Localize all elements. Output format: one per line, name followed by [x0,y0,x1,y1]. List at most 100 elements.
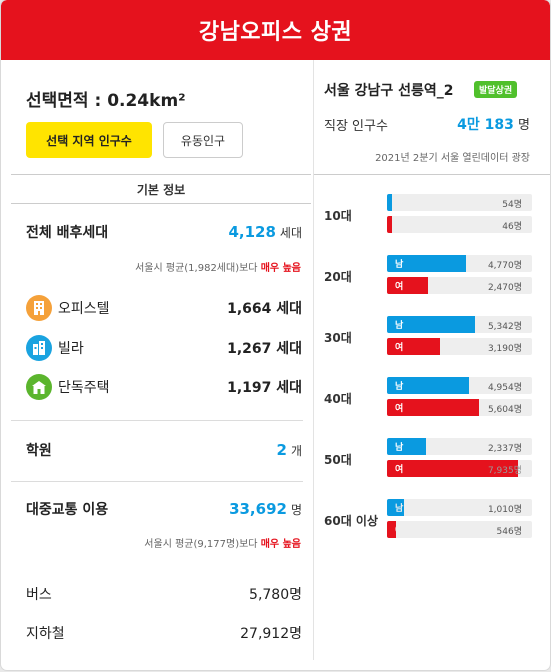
divider [314,174,550,175]
age-label: 10대 [324,209,352,223]
male-bar [387,499,404,516]
left-panel: 선택면적 : 0.24km² 선택 지역 인구수 유동인구 기본 정보 전체 배… [11,60,311,660]
type-value: 1,197 세대 [227,380,302,396]
households-value: 4,128 [228,223,276,241]
apartment-icon [26,335,52,361]
male-bar-track: 남 2,337명 [387,438,532,455]
header: 강남오피스 상권 [1,0,550,60]
type-row-officetel: 오피스텔 1,664 세대 [26,294,302,322]
age-label: 20대 [324,270,352,284]
transit-row: 대중교통 이용 33,692 명 [26,499,302,519]
bar-value-label: 46명 [502,222,522,232]
bar-value-label: 4,954명 [487,383,522,393]
gender-tag: 여 [395,404,404,414]
academy-label: 학원 [26,443,52,459]
gender-tag: 남 [395,199,404,209]
region-name: 서울 강남구 선릉역_2 [324,83,454,99]
academy-value: 2 [276,441,287,459]
households-unit: 세대 [279,226,302,240]
gender-tag: 남 [395,504,404,514]
bar-value-label: 5,342명 [487,322,522,332]
gender-tag: 여 [395,282,404,292]
header-title: 강남오피스 상권 [198,20,353,45]
work-population-number: 4만 183 [457,117,514,133]
resident-population-button[interactable]: 선택 지역 인구수 [26,122,152,158]
female-bar [387,399,480,416]
female-bar-track: 여 7,935명 [387,460,532,477]
households-row: 전체 배후세대 4,128 세대 [26,222,302,242]
district-badge: 발달상권 [474,81,518,98]
type-row-villa: 빌라 1,267 세대 [26,334,302,362]
type-value: 1,664 세대 [227,301,302,317]
male-bar-track: 남 5,342명 [387,316,532,333]
female-bar [387,216,392,233]
male-bar [387,377,469,394]
female-bar [387,277,428,294]
work-population-unit: 명 [518,118,530,133]
female-bar [387,521,396,538]
age-label: 40대 [324,392,352,406]
type-value: 1,267 세대 [227,341,302,357]
gender-tag: 여 [395,221,404,231]
data-source: 2021년 2분기 서울 열린데이터 광장 [375,153,530,164]
bus-value: 5,780명 [249,587,302,603]
building-icon [26,295,52,321]
transit-note-highlight: 매우 높음 [260,539,301,550]
type-row-house: 단독주택 1,197 세대 [26,373,302,401]
bar-value-label: 2,337명 [487,444,522,454]
gender-tag: 여 [395,343,404,353]
households-note: 서울시 평균(1,982세대)보다 매우 높음 [135,259,301,274]
area-title: 선택면적 : 0.24km² [26,91,186,111]
female-bar-track: 여 46명 [387,216,532,233]
transit-unit: 명 [290,503,302,517]
households-note-highlight: 매우 높음 [260,263,301,274]
type-label: 오피스텔 [58,301,110,317]
divider [11,420,303,421]
gender-tag: 여 [395,465,404,475]
male-bar-track: 남 1,010명 [387,499,532,516]
female-bar-track: 여 5,604명 [387,399,532,416]
female-bar-track: 여 2,470명 [387,277,532,294]
male-bar [387,316,476,333]
transit-label: 대중교통 이용 [26,502,109,518]
female-bar-track: 여 3,190명 [387,338,532,355]
female-bar-track: 여 546명 [387,521,532,538]
gender-tag: 남 [395,443,404,453]
column-divider [313,60,314,660]
basic-info-header: 기본 정보 [11,174,311,204]
bar-value-label: 1,010명 [487,505,522,515]
age-label: 60대 이상 [324,514,378,528]
households-note-text: 서울시 평균(1,982세대)보다 [135,263,258,274]
work-population-label: 직장 인구수 [324,119,388,134]
right-panel: 서울 강남구 선릉역_2 발달상권 직장 인구수 4만 183 명 2021년 … [314,60,550,660]
gender-tag: 남 [395,260,404,270]
households-label: 전체 배후세대 [26,225,109,241]
divider [11,481,303,482]
transit-note-text: 서울시 평균(9,177명)보다 [144,539,258,550]
male-bar [387,255,466,272]
transit-value: 33,692 [229,500,287,518]
transit-note: 서울시 평균(9,177명)보다 매우 높음 [144,535,301,550]
age-label: 30대 [324,331,352,345]
work-population-value: 4만 183 명 [457,114,530,134]
age-label: 50대 [324,453,352,467]
type-label: 빌라 [58,341,84,357]
male-bar-track: 남 4,954명 [387,377,532,394]
female-bar [387,460,518,477]
bar-value-label: 3,190명 [487,344,522,354]
male-bar [387,438,426,455]
subway-row: 지하철 27,912명 [26,623,302,643]
bar-value-label: 54명 [502,200,522,210]
type-label: 단독주택 [58,380,110,396]
bar-value-label: 5,604명 [487,405,522,415]
floating-population-button[interactable]: 유동인구 [163,122,243,158]
subway-value: 27,912명 [240,626,302,642]
bar-value-label: 546명 [496,527,522,537]
subway-label: 지하철 [26,626,65,642]
house-icon [26,374,52,400]
bar-value-label: 2,470명 [487,283,522,293]
bus-row: 버스 5,780명 [26,584,302,604]
gender-tag: 여 [395,526,404,536]
